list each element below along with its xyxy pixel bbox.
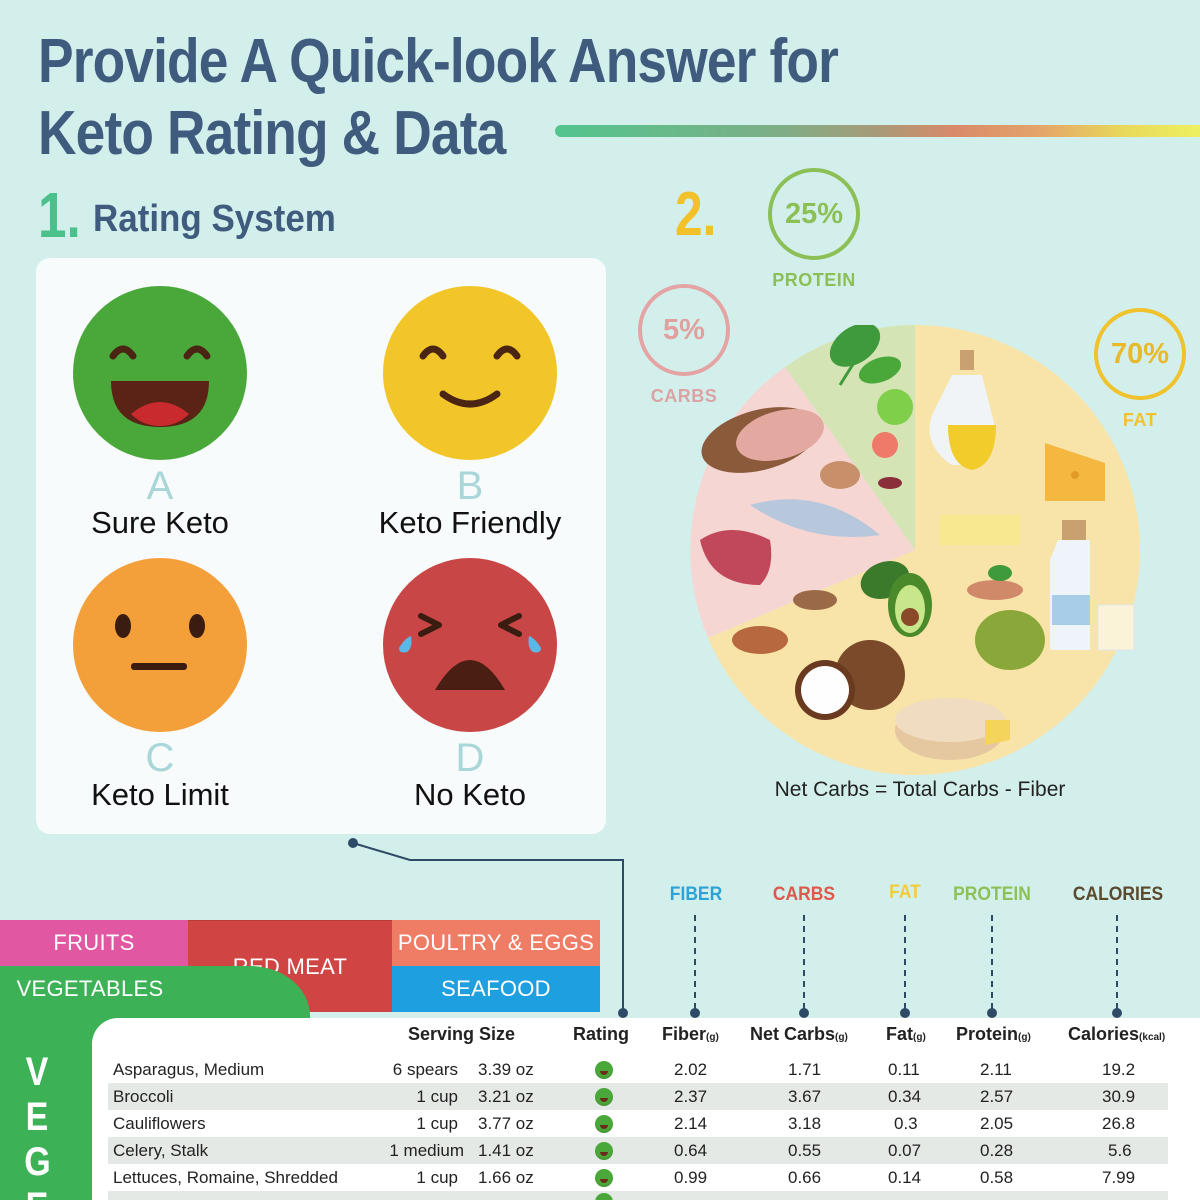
rating-c: C Keto Limit [40,558,280,812]
laughing-face-icon [73,286,247,460]
column-key-fat: FAT [889,882,921,903]
sure-keto-rating-icon [595,1142,613,1160]
column-key-protein: PROTEIN [953,884,1031,905]
net-carbs-formula: Net Carbs = Total Carbs - Fiber [774,778,1066,801]
column-key-carbs: CARBS [772,884,836,905]
crying-face-icon [383,558,557,732]
carbs-percent: 5% [638,284,730,376]
table-row: Celery, Stalk 1 medium 1.41 oz 0.64 0.55… [108,1137,1168,1164]
sure-keto-rating-icon [595,1169,613,1187]
macro-carbs: 5% CARBS [638,284,730,407]
category-tab-fruits[interactable]: FRUITS [0,920,188,966]
rating-letter: B [456,464,484,508]
table-row-partial [108,1191,1168,1200]
sure-keto-rating-icon [595,1061,613,1079]
header-item: Item [114,1026,152,1046]
rating-letter: C [145,736,175,780]
rating-b: B Keto Friendly [350,286,590,540]
header-rating: Rating [573,1024,629,1044]
section-2-number: 2. [675,180,717,249]
neutral-face-icon [73,558,247,732]
rating-letter: A [146,464,174,508]
macro-protein: 25% PROTEIN [768,168,860,291]
fat-label: FAT [1122,410,1158,430]
section-1-number: 1. [38,179,81,251]
rating-label: No Keto [413,777,526,812]
smiling-face-icon [383,286,557,460]
header-fiber: Fiber(g) [662,1024,719,1044]
header-fat: Fat(g) [886,1024,926,1044]
category-tab-vegetables[interactable]: VEGETABLES [16,976,164,1001]
column-key-fiber: FIBER [669,884,723,905]
page-title: Provide A Quick-look Answer for Keto Rat… [38,26,839,170]
rating-a: A Sure Keto [40,286,280,540]
rating-label: Keto Limit [91,777,229,812]
protein-percent: 25% [768,168,860,260]
sure-keto-rating-icon [595,1193,613,1200]
gradient-divider [555,125,1200,137]
macro-fat: 70% FAT [1094,308,1186,431]
rating-d: D No Keto [350,558,590,812]
vegetables-side-band [0,1010,96,1200]
table-row: Asparagus, Medium 6 spears 3.39 oz 2.02 … [113,1060,1136,1079]
rating-label: Keto Friendly [378,505,562,540]
macro-pie-chart [690,325,1140,775]
table-row: Cauliflowers 1 cup 3.77 oz 2.14 3.18 0.3… [113,1114,1136,1133]
header-protein: Protein(g) [956,1024,1031,1044]
table-row: Lettuces, Romaine, Shredded 1 cup 1.66 o… [113,1168,1136,1187]
rating-label: Sure Keto [91,505,229,540]
rating-letter: D [455,736,485,780]
header-net-carbs: Net Carbs(g) [750,1024,848,1044]
column-key-calories: CALORIES [1072,884,1164,905]
fat-percent: 70% [1094,308,1186,400]
header-serving-size: Serving Size [408,1024,516,1044]
title-line-1: Provide A Quick-look Answer for [38,27,839,96]
sure-keto-rating-icon [595,1115,613,1133]
category-tab-seafood[interactable]: SEAFOOD [392,966,600,1012]
section-vertical-label: V E G E [24,1050,51,1200]
table-row: Broccoli 1 cup 3.21 oz 2.37 3.67 0.34 2.… [108,1083,1168,1110]
header-calories: Calories(kcal) [1068,1024,1166,1044]
sure-keto-rating-icon [595,1088,613,1106]
rating-system-card: A Sure Keto B Keto Friendly C Keto Limit [36,258,606,834]
section-1-title: Rating System [93,198,336,240]
title-line-2: Keto Rating & Data [38,99,506,168]
category-tab-poultry-eggs[interactable]: POULTRY & EGGS [392,920,600,966]
protein-label: PROTEIN [772,270,856,290]
food-illustrations [700,325,1135,760]
carbs-label: CARBS [650,386,718,406]
